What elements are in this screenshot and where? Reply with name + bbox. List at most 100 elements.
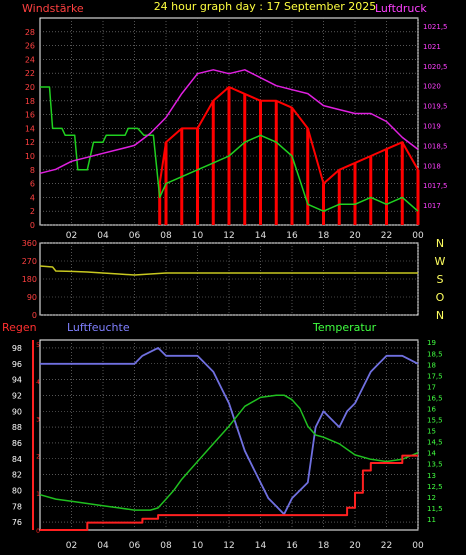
y-tick-label: 90 — [27, 293, 37, 302]
y-tick-label: 12 — [427, 494, 436, 502]
temperature-title: Temperatur — [312, 321, 377, 334]
y-tick-label: 1021,5 — [423, 23, 448, 31]
y-tick-label: 11 — [427, 516, 436, 524]
gust-line — [40, 86, 419, 212]
direction-letter: N — [436, 309, 444, 322]
y-tick-label: 17 — [427, 383, 436, 391]
x-tick-label: 16 — [286, 231, 298, 241]
y-tick-label: 1020,5 — [423, 63, 448, 71]
y-tick-label: 1017,5 — [423, 182, 448, 190]
rain-tick-label: 0 — [36, 528, 40, 535]
y-tick-label: 2 — [30, 207, 35, 216]
series-lines — [39, 346, 419, 531]
y-tick-label: 86 — [12, 439, 22, 448]
x-tick-label: 08 — [160, 231, 172, 241]
rain-line — [40, 454, 418, 531]
rain-tick-label: 1 — [36, 491, 40, 498]
x-tick-label: 22 — [381, 231, 392, 241]
y-tick-label: 14,5 — [427, 439, 443, 447]
humidity-line — [40, 346, 419, 516]
y-tick-label: 12 — [25, 138, 35, 147]
x-tick-label: 06 — [129, 541, 141, 551]
chart-title: 24 hour graph day : 17 September 2025 — [154, 0, 377, 13]
y-tick-label: 0 — [32, 311, 37, 320]
y-tick-label: 270 — [22, 257, 37, 266]
y-tick-label: 14 — [427, 450, 436, 458]
y-tick-label: 12,5 — [427, 483, 443, 491]
y-tick-label: 18 — [427, 361, 436, 369]
x-tick-label: 20 — [349, 231, 361, 241]
series-lines — [39, 69, 419, 212]
direction-letter: N — [436, 237, 444, 250]
direction-letter: O — [436, 291, 445, 304]
y-tick-label: 96 — [12, 360, 22, 369]
y-tick-label: 360 — [22, 239, 37, 248]
y-tick-label: 17,5 — [427, 372, 443, 380]
y-tick-label: 84 — [12, 455, 22, 464]
x-tick-label: 18 — [318, 541, 330, 551]
y-tick-label: 24 — [25, 55, 35, 64]
y-tick-label: 1020 — [423, 83, 441, 91]
time-tick-labels: 02 04 06 08 10 12 14 16 18 20 22 00 — [66, 231, 424, 241]
y-tick-label: 92 — [12, 391, 22, 400]
panel-frame — [39, 339, 419, 531]
rain-axis: 0 1 2 3 4 5 — [32, 340, 40, 535]
temperature-tick-labels: 11 11,5 12 12,5 13 13,5 14 14,5 15 15,5 16 16,5 17 17… — [427, 339, 443, 524]
rain-tick-label: 5 — [36, 342, 40, 349]
pressure-line — [39, 69, 419, 175]
y-tick-label: 16 — [25, 111, 35, 120]
x-tick-label: 10 — [192, 541, 204, 551]
direction-letter: W — [435, 255, 446, 268]
rain-tick-label: 3 — [36, 416, 40, 423]
y-tick-label: 0 — [30, 221, 35, 230]
x-tick-label: 22 — [381, 541, 392, 551]
x-tick-label: 00 — [412, 541, 424, 551]
x-tick-label: 04 — [97, 541, 109, 551]
y-tick-label: 19 — [427, 339, 436, 347]
time-tick-labels: 02 04 06 08 10 12 14 16 18 20 22 00 — [66, 541, 424, 551]
y-tick-label: 6 — [30, 180, 35, 189]
y-tick-label: 18,5 — [427, 350, 443, 358]
y-tick-label: 1019 — [423, 122, 441, 130]
x-tick-label: 02 — [66, 231, 77, 241]
x-tick-label: 00 — [412, 231, 424, 241]
rain-title: Regen — [2, 321, 37, 334]
series-lines — [39, 265, 418, 276]
wind-line — [158, 86, 419, 185]
x-tick-label: 16 — [286, 541, 298, 551]
x-tick-label: 14 — [255, 231, 267, 241]
x-tick-label: 12 — [223, 231, 234, 241]
x-tick-label: 06 — [129, 231, 141, 241]
y-tick-label: 20 — [25, 83, 35, 92]
y-tick-label: 14 — [25, 124, 35, 133]
y-tick-label: 18 — [25, 97, 35, 106]
y-tick-label: 98 — [12, 344, 22, 353]
y-tick-label: 76 — [12, 518, 22, 527]
y-tick-label: 82 — [12, 471, 22, 480]
y-tick-label: 94 — [12, 376, 22, 385]
humidity-title: Luftfeuchte — [67, 321, 130, 334]
y-tick-label: 4 — [30, 193, 35, 202]
grid — [40, 242, 419, 316]
x-tick-label: 04 — [97, 231, 109, 241]
y-tick-label: 88 — [12, 423, 22, 432]
x-tick-label: 08 — [160, 541, 172, 551]
y-tick-label: 15 — [427, 428, 436, 436]
y-tick-label: 1018,5 — [423, 142, 448, 150]
y-tick-label: 180 — [22, 275, 37, 284]
y-tick-label: 13,5 — [427, 461, 443, 469]
x-tick-label: 10 — [192, 231, 204, 241]
y-tick-label: 11,5 — [427, 505, 443, 513]
y-tick-label: 1017 — [423, 202, 441, 210]
temperature-line — [39, 394, 419, 511]
direction-tick-labels: 0 90 180 270 360 — [22, 239, 37, 320]
y-tick-label: 1019,5 — [423, 103, 448, 111]
x-tick-label: 18 — [318, 231, 330, 241]
x-tick-label: 20 — [349, 541, 361, 551]
